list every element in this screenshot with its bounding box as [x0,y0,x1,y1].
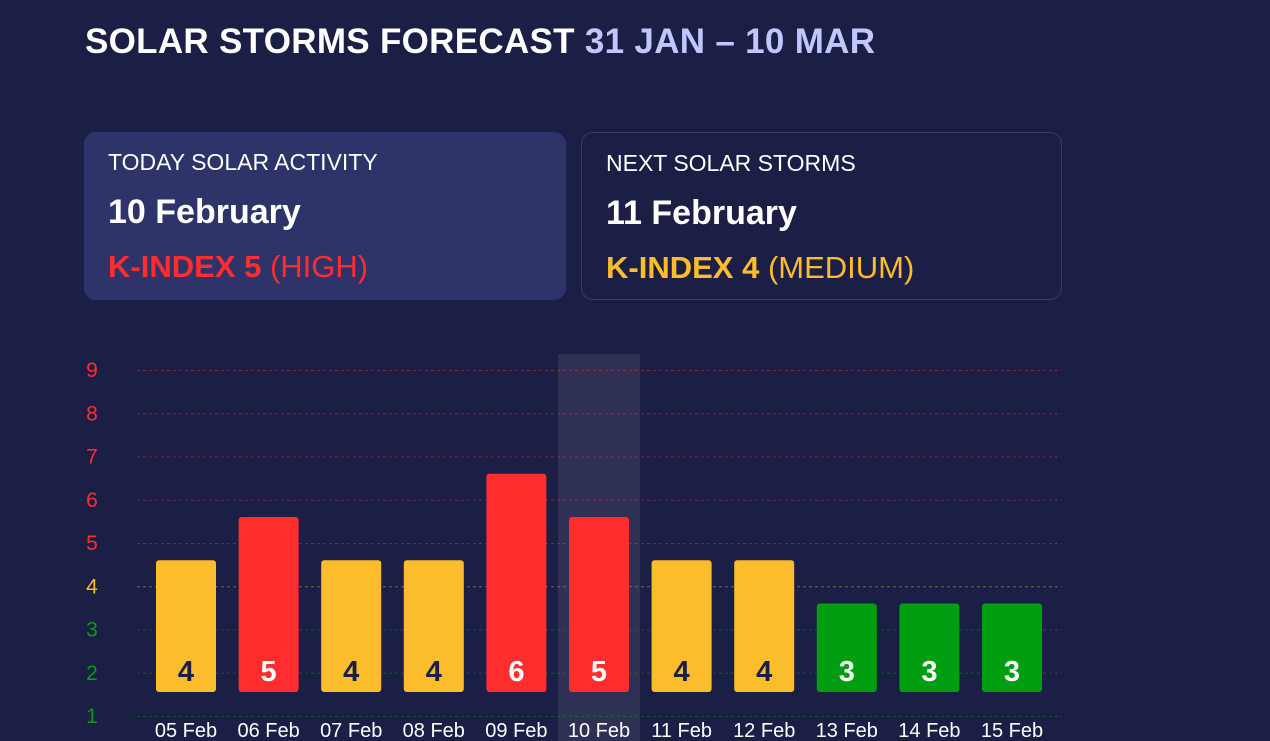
next-storms-card: NEXT SOLAR STORMS 11 February K-INDEX 4 … [581,132,1062,300]
x-tick-label: 05 Feb [155,720,217,741]
y-tick-label: 7 [86,446,98,469]
next-card-date: 11 February [606,194,797,232]
bar-value-label: 4 [426,656,442,688]
page-title: SOLAR STORMS FORECAST 31 JAN – 10 MAR [85,22,875,62]
x-tick-label: 08 Feb [403,720,465,741]
x-tick-label: 15 Feb [981,720,1043,741]
y-tick-label: 5 [86,532,98,555]
y-tick-label: 3 [86,619,98,642]
kindex-bar-chart: 1 2 3 4 5 6 7 8 9 4 05 Feb 5 06 Feb 4 07 Feb 4 08 Feb 6 09… [86,354,1062,741]
bar [816,603,877,692]
next-kindex: K-INDEX 4 (MEDIUM) [606,250,1037,286]
x-tick-label: 09 Feb [485,720,547,741]
today-card-label: TODAY SOLAR ACTIVITY [108,149,378,175]
bar-value-label: 4 [343,656,359,688]
x-tick-label: 12 Feb [733,720,795,741]
next-kindex-level: (MEDIUM) [767,250,915,285]
bar [899,603,960,692]
today-card-date: 10 February [108,193,301,231]
bar-value-label: 4 [178,656,194,688]
bar [734,560,795,692]
bar-value-label: 6 [508,656,524,688]
next-card-label: NEXT SOLAR STORMS [606,150,856,176]
title-text: SOLAR STORMS FORECAST [85,22,575,61]
bar-value-label: 5 [591,656,607,688]
bar [486,473,547,692]
x-tick-label: 06 Feb [237,720,299,741]
bar [982,603,1042,692]
y-tick-label: 8 [86,402,98,425]
bar-value-label: 5 [261,656,277,688]
bar [569,517,629,692]
x-tick-label: 07 Feb [320,720,382,741]
bar-value-label: 4 [674,656,690,688]
x-tick-label: 14 Feb [898,720,960,741]
bar-value-label: 3 [1004,656,1020,688]
y-tick-label: 2 [86,662,98,685]
x-tick-label: 11 Feb [651,720,712,741]
x-tick-label: 10 Feb [568,720,630,741]
today-kindex: K-INDEX 5 (HIGH) [108,249,542,285]
y-tick-label: 9 [86,359,98,382]
bar [321,560,382,692]
bar-value-label: 3 [921,656,937,688]
bar-value-label: 3 [839,656,855,688]
next-kindex-value: K-INDEX 4 [606,250,760,285]
x-tick-label: 13 Feb [816,720,878,741]
y-tick-label: 4 [86,575,98,598]
y-tick-label: 1 [86,705,98,728]
bar [403,560,464,692]
bar [238,517,299,692]
bar-value-label: 4 [756,656,772,688]
bar [651,560,712,692]
today-activity-card: TODAY SOLAR ACTIVITY 10 February K-INDEX… [84,132,566,300]
date-range: 31 JAN – 10 MAR [584,22,876,61]
bar [156,560,216,692]
y-tick-label: 6 [86,489,98,512]
today-kindex-level: (HIGH) [269,249,369,284]
today-kindex-value: K-INDEX 5 [108,249,262,284]
